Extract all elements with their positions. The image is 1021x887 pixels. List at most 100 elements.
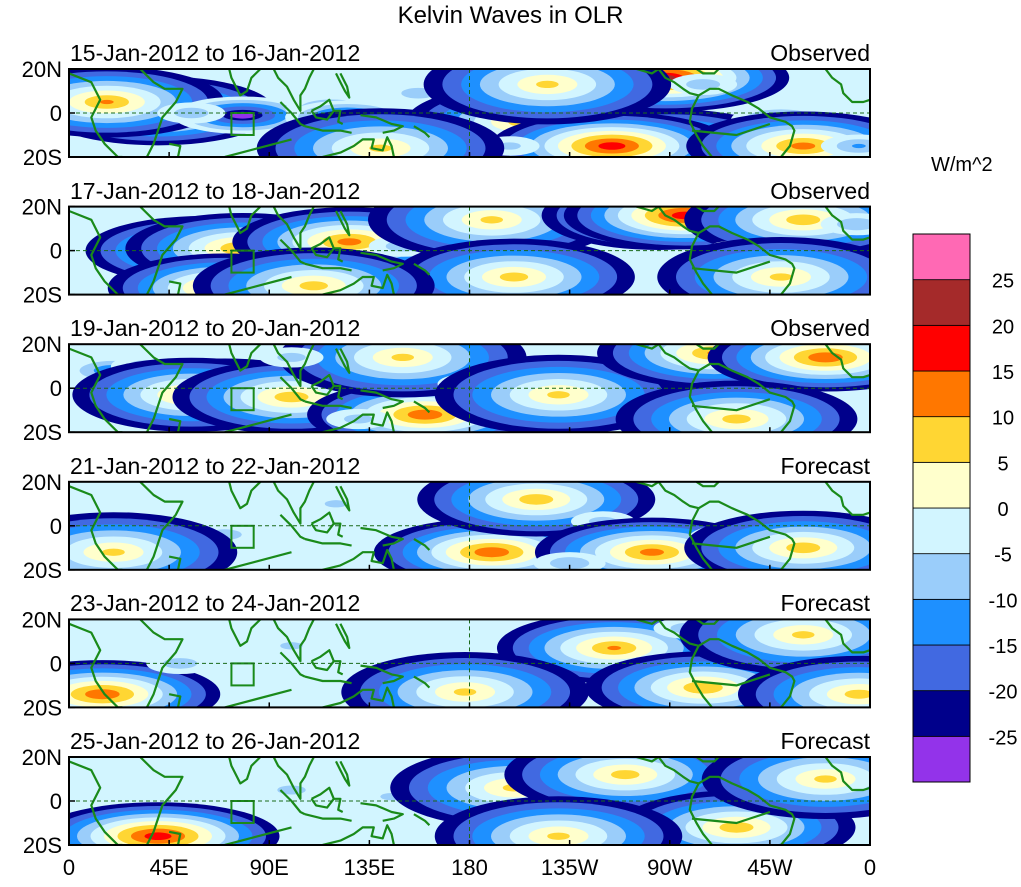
panel-5-coastline-5: [272, 619, 315, 663]
panel-1-coastline-6: [279, 101, 306, 128]
panel-2-index-box: [230, 249, 255, 274]
colorbar-label-2: -20: [989, 682, 1018, 704]
panel-5-coastline-9: [333, 660, 344, 676]
x-tick-label-8: 45W: [747, 855, 792, 880]
panel-3-map: 20N 0 20S: [22, 332, 871, 445]
panel-2-anomaly-16: [657, 236, 870, 295]
panel-2-anomaly-14: [393, 238, 635, 295]
panel-6-anomaly-8: [701, 757, 870, 820]
panel-3-coastline-6: [279, 376, 306, 403]
panel-1-map: 20N 0 20S: [22, 57, 871, 170]
panel-1-anomaly-18: [820, 134, 870, 157]
panel-4-anomaly-3: [306, 494, 366, 514]
panel-2-coastline-1: [69, 209, 123, 295]
x-tick-label-5: 180: [451, 855, 488, 880]
panel-4-coastline-2: [139, 481, 184, 570]
figure-title: Kelvin Waves in OLR: [397, 2, 624, 29]
panel-1-coastline-3: [168, 142, 182, 157]
panel-2-coastline-17: [695, 206, 720, 213]
panel-4-ytick-label-3: 20S: [23, 558, 62, 583]
panel-4-coastline-10: [335, 485, 351, 512]
panel-5-status: Forecast: [780, 590, 870, 616]
panel-5-map: 20N 0 20S: [22, 607, 871, 720]
panel-5-coastline-19: [691, 673, 771, 687]
panel-6-anomaly-9: [434, 796, 683, 845]
x-axis: 0 45E 90E 135E 180 135W 90W 45W 0: [63, 855, 876, 880]
panel-3-date-range: 19-Jan-2012 to 20-Jan-2012: [70, 315, 361, 341]
panel-1-anomaly-17: [686, 111, 870, 157]
colorbar-label-7: 5: [997, 453, 1008, 475]
panel-1-coastline-2: [139, 69, 184, 157]
panel-2-coastline-2: [139, 206, 184, 295]
panel-3-coastline-12: [322, 411, 395, 433]
colorbar-box-3: [912, 644, 971, 692]
panel-1-anomaly-20: [423, 69, 672, 125]
colorbar-label-10: 20: [992, 316, 1014, 338]
panel-5-coastline-15: [688, 645, 713, 708]
panel-2-coastline-9: [333, 247, 344, 263]
panel-6-anomaly-1: [69, 802, 280, 845]
panel-1-index-box: [230, 112, 255, 136]
panel-1-status: Observed: [770, 40, 870, 66]
panel-1-coastline-9: [333, 109, 344, 125]
panel-5-coastline-17: [695, 619, 720, 625]
panel-5-coastline-10: [335, 623, 351, 650]
panel-5-coastline-7: [304, 675, 352, 685]
panel-1-coastline-5: [272, 69, 315, 112]
panel-4-coastline-18: [824, 481, 870, 516]
x-tick-label-2: 45E: [150, 855, 189, 880]
panel-3-status: Observed: [770, 315, 870, 341]
panel-6-map: 20N 0 20S: [22, 745, 871, 858]
panel-6-coastline-5: [272, 757, 315, 800]
panel-6-ytick-label-2: 0: [50, 789, 62, 814]
panel-5-coastline-12: [322, 686, 395, 708]
panel-3-coastline-18: [824, 344, 870, 379]
panel-3-coastline-15: [688, 370, 713, 433]
colorbar-box-4: [912, 598, 971, 646]
panel-4-coastline-4: [228, 481, 262, 510]
colorbar-label-6: 0: [997, 499, 1008, 521]
x-tick-label-6: 135W: [541, 855, 599, 880]
panel-2-coastline-10: [335, 210, 351, 237]
panel-3-coastline-9: [333, 384, 344, 401]
panel-4-coastline-19: [691, 535, 771, 549]
x-tick-label-9: 0: [864, 855, 876, 880]
colorbar-box-7: [912, 461, 971, 509]
panel-6-ytick-label-1: 20N: [22, 745, 62, 770]
panel-2-date-range: 17-Jan-2012 to 18-Jan-2012: [70, 178, 361, 204]
colorbar-label-4: -10: [989, 590, 1018, 612]
panel-4-coastline-1: [69, 485, 123, 570]
panel-6-coastline-7: [304, 813, 352, 822]
panel-5-coastline-4: [228, 619, 262, 647]
colorbar-label-1: -25: [989, 727, 1018, 749]
panel-2-coastline-14: [636, 206, 699, 235]
panel-4-ytick-label-1: 20N: [22, 470, 62, 495]
panel-6-coastline-13: [413, 813, 431, 826]
panel-6-coastline-14: [636, 757, 699, 785]
panel-1-coastline-18: [824, 69, 870, 104]
panel-6-coastline-2: [139, 757, 184, 845]
panel-3-coastline-17: [695, 344, 720, 350]
panel-3-coastline-14: [636, 344, 699, 372]
panel-6-ytick-label-3: 20S: [23, 833, 62, 858]
colorbar-label-9: 15: [992, 362, 1014, 384]
panel-2-coastline-18: [824, 206, 870, 241]
panel-2-anomaly-12: [820, 213, 870, 236]
colorbar-box-5: [912, 553, 971, 600]
panel-5-ytick-label-3: 20S: [23, 695, 62, 720]
panel-5-coastline-13: [413, 675, 431, 689]
colorbar-units: W/m^2: [931, 154, 993, 176]
colorbar-box-9: [912, 370, 971, 418]
panel-2-coastline-7: [304, 262, 352, 272]
panel-5-ytick-label-2: 0: [50, 651, 62, 676]
panel-6-coastline-1: [69, 760, 123, 845]
panel-1-coastline-20: [224, 138, 292, 157]
panel-3-coastline-3: [168, 417, 182, 433]
panel-2-coastline-3: [168, 280, 182, 295]
panel-4-coastline-3: [168, 555, 182, 570]
panel-1-ytick-label-3: 20S: [23, 145, 62, 170]
panel-4-coastline-20: [224, 551, 292, 570]
panel-5-coastline-2: [139, 619, 184, 708]
